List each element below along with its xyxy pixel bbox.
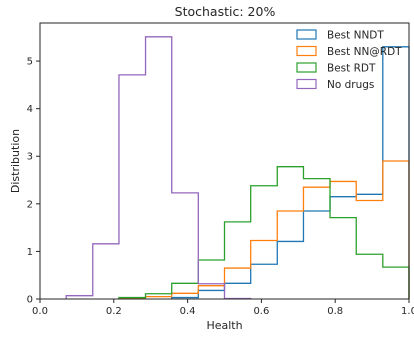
y-axis-ticks: 0 1 2 3 4 5 bbox=[27, 57, 40, 306]
x-tick-label: 0.2 bbox=[106, 306, 122, 317]
legend-swatch-best-nndt bbox=[296, 29, 317, 40]
x-tick-label: 1.0 bbox=[401, 306, 414, 317]
x-tick-label: 0.0 bbox=[32, 306, 48, 317]
series-no-drugs-step bbox=[65, 36, 252, 300]
legend: Best NNDT Best NN@RDT Best RDT No drugs bbox=[296, 29, 402, 91]
y-tick-label: 1 bbox=[27, 247, 33, 258]
series-best-nn-rdt-step bbox=[118, 160, 410, 299]
y-tick-label: 5 bbox=[27, 57, 33, 68]
y-tick-label: 0 bbox=[27, 295, 33, 306]
plot-frame bbox=[39, 22, 410, 300]
series-best-nndt-step bbox=[171, 46, 410, 299]
legend-swatch-no-drugs bbox=[296, 78, 317, 90]
y-tick-label: 3 bbox=[27, 152, 33, 163]
x-tick-label: 0.8 bbox=[327, 306, 343, 317]
x-axis-ticks: 0.0 0.2 0.4 0.6 0.8 1.0 bbox=[32, 299, 414, 317]
chart-title: Stochastic: 20% bbox=[175, 4, 276, 19]
legend-label-best-nndt: Best NNDT bbox=[327, 30, 384, 42]
series-best-rdt-step bbox=[118, 166, 410, 299]
legend-label-best-nn-rdt: Best NN@RDT bbox=[327, 46, 402, 58]
y-tick-label: 2 bbox=[27, 199, 33, 210]
x-axis-label: Health bbox=[206, 319, 242, 332]
y-tick-label: 4 bbox=[27, 104, 33, 115]
legend-label-no-drugs: No drugs bbox=[327, 79, 374, 91]
legend-label-best-rdt: Best RDT bbox=[327, 63, 376, 75]
x-tick-label: 0.6 bbox=[253, 306, 269, 317]
series-steps bbox=[65, 36, 410, 300]
legend-swatch-best-rdt bbox=[296, 62, 317, 73]
x-tick-label: 0.4 bbox=[180, 306, 196, 317]
legend-swatch-best-nn-rdt bbox=[296, 45, 317, 57]
y-axis-label: Distribution bbox=[9, 129, 22, 193]
